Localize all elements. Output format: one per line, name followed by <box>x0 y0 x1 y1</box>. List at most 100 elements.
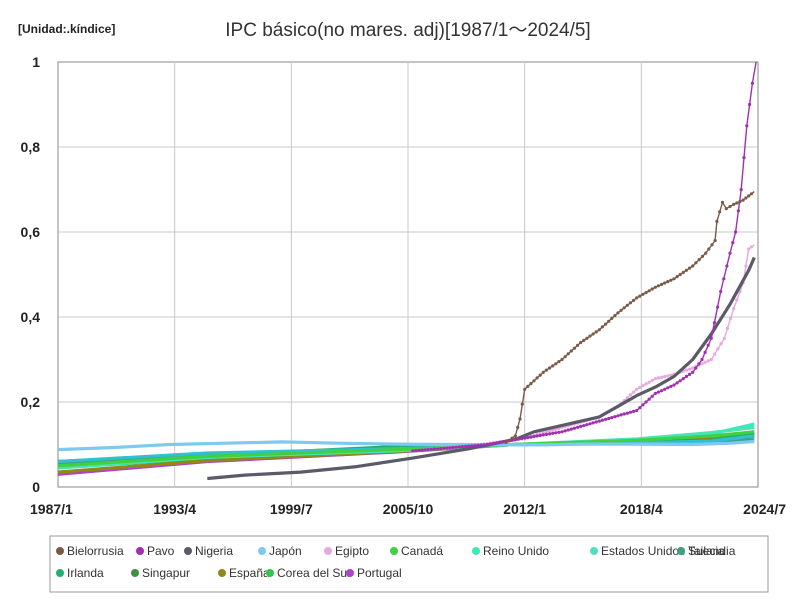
series-point <box>709 357 713 362</box>
series-point <box>576 425 580 429</box>
series-point <box>429 447 433 451</box>
series-point <box>613 314 617 318</box>
series-point <box>518 417 522 421</box>
series-point <box>501 440 505 444</box>
series-point <box>663 374 667 379</box>
series-point <box>718 210 722 214</box>
series-point <box>735 298 739 302</box>
series-point <box>551 428 555 432</box>
series-bielorrusia <box>504 191 755 444</box>
series-point <box>582 338 586 342</box>
series-point <box>653 285 657 289</box>
series-point <box>650 394 654 398</box>
legend-marker <box>472 547 480 555</box>
y-tick-label: 1 <box>32 54 40 70</box>
series-point <box>538 373 542 377</box>
series-point <box>625 303 629 307</box>
series-point <box>747 194 751 198</box>
series-point <box>691 366 695 370</box>
series-point <box>544 430 549 434</box>
series-point <box>579 340 583 345</box>
series-point <box>485 442 489 447</box>
series-point <box>569 349 573 353</box>
series-point <box>632 298 636 302</box>
series-point <box>669 278 673 282</box>
legend-item: Tailandia <box>677 544 736 558</box>
series-point <box>473 444 477 448</box>
series-point <box>663 281 667 285</box>
legend-marker <box>346 569 354 577</box>
series-point <box>741 198 745 202</box>
series-point <box>725 326 730 330</box>
series-point <box>732 202 736 206</box>
series-point <box>750 81 755 85</box>
series-point <box>460 445 464 449</box>
series-point <box>722 336 727 340</box>
x-tick-label: 1987/1 <box>30 501 73 517</box>
series-point <box>464 444 468 448</box>
series-point <box>666 280 670 284</box>
series-point <box>610 416 614 420</box>
y-tick-label: 0 <box>32 479 40 495</box>
series-point <box>432 447 436 451</box>
series-point <box>513 434 517 438</box>
series-point <box>706 343 710 347</box>
series-point <box>532 379 536 383</box>
series-point <box>731 241 735 245</box>
series-point <box>436 447 440 451</box>
series-point <box>728 251 732 255</box>
series-point <box>688 266 692 270</box>
series-point <box>457 445 461 449</box>
series-point <box>597 419 601 423</box>
series-point <box>744 264 748 268</box>
series-japón <box>58 439 755 452</box>
series-point <box>729 316 733 320</box>
series-point <box>604 417 608 421</box>
series-point <box>628 410 633 414</box>
series-line <box>207 256 756 481</box>
legend-item: Estados Unidos <box>590 544 685 558</box>
series-point <box>610 316 614 320</box>
series-point <box>709 336 713 340</box>
series-point <box>535 376 539 380</box>
series-point <box>557 360 561 364</box>
series-point <box>591 332 595 336</box>
series-point <box>641 384 645 388</box>
series-point <box>510 436 514 440</box>
legend-label: Pavo <box>147 544 175 558</box>
unit-label: [Unidad:.kíndice] <box>18 22 115 36</box>
series-point <box>719 342 723 346</box>
series-point <box>569 427 573 431</box>
series-point <box>594 420 598 424</box>
x-tick-label: 2012/1 <box>503 501 546 517</box>
series-point <box>588 422 592 426</box>
series-point <box>688 367 692 371</box>
series-point <box>632 409 636 413</box>
legend-marker <box>218 569 226 577</box>
series-point <box>582 424 586 428</box>
y-tick-label: 0,8 <box>21 139 41 155</box>
series-point <box>613 415 617 419</box>
series-point <box>563 429 567 433</box>
series-point <box>697 258 701 262</box>
series-point <box>747 247 751 251</box>
legend-item: Corea del Sur <box>266 566 351 580</box>
series-point <box>585 423 589 427</box>
legend-item: Singapur <box>131 566 190 580</box>
series-point <box>563 355 567 359</box>
series-point <box>557 430 561 434</box>
series-point <box>641 403 645 407</box>
series-point <box>710 243 714 247</box>
series-point <box>554 362 558 366</box>
series-point <box>681 270 685 274</box>
series-point <box>644 400 648 404</box>
series-point <box>735 201 739 205</box>
series-point <box>713 352 717 356</box>
series-point <box>423 448 427 452</box>
series-point <box>504 440 508 444</box>
x-tick-label: 2005/10 <box>383 501 434 517</box>
series-point <box>660 389 664 393</box>
series-point <box>520 402 524 406</box>
series-point <box>411 449 415 453</box>
legend-item: Nigeria <box>184 544 233 558</box>
